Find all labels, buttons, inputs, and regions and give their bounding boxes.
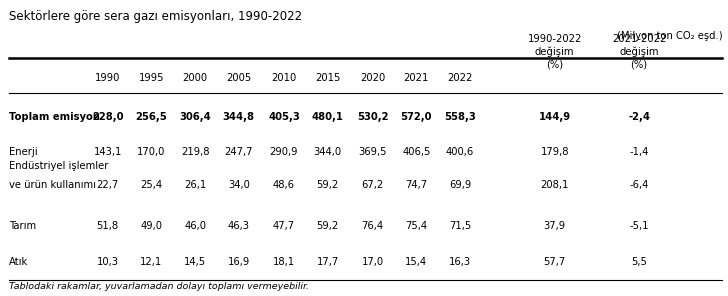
Text: 5,5: 5,5	[631, 257, 647, 267]
Text: Sektörlere göre sera gazı emisyonları, 1990-2022: Sektörlere göre sera gazı emisyonları, 1…	[9, 10, 302, 23]
Text: 22,7: 22,7	[97, 180, 119, 190]
Text: 406,5: 406,5	[403, 147, 430, 157]
Text: 306,4: 306,4	[179, 112, 211, 122]
Text: 2020: 2020	[360, 73, 385, 83]
Text: -6,4: -6,4	[630, 180, 649, 190]
Text: 2015: 2015	[315, 73, 340, 83]
Text: 67,2: 67,2	[362, 180, 384, 190]
Text: 48,6: 48,6	[273, 180, 295, 190]
Text: 26,1: 26,1	[184, 180, 206, 190]
Text: 369,5: 369,5	[358, 147, 387, 157]
Text: 405,3: 405,3	[268, 112, 300, 122]
Text: 57,7: 57,7	[544, 257, 566, 267]
Text: -1,4: -1,4	[630, 147, 649, 157]
Text: 1990: 1990	[95, 73, 120, 83]
Text: -5,1: -5,1	[630, 221, 649, 231]
Text: 2022: 2022	[448, 73, 472, 83]
Text: Endüstriyel işlemler: Endüstriyel işlemler	[9, 161, 108, 171]
Text: 2000: 2000	[183, 73, 207, 83]
Text: 12,1: 12,1	[141, 257, 162, 267]
Text: 17,0: 17,0	[362, 257, 384, 267]
Text: ve ürün kullanımı: ve ürün kullanımı	[9, 180, 96, 190]
Text: 344,0: 344,0	[314, 147, 341, 157]
Text: 16,3: 16,3	[449, 257, 471, 267]
Text: Toplam emisyon: Toplam emisyon	[9, 112, 100, 122]
Text: 256,5: 256,5	[135, 112, 167, 122]
Text: Atık: Atık	[9, 257, 28, 267]
Text: 530,2: 530,2	[357, 112, 389, 122]
Text: 1990-2022
değişim
(%): 1990-2022 değişim (%)	[528, 34, 582, 70]
Text: 143,1: 143,1	[94, 147, 122, 157]
Text: 51,8: 51,8	[97, 221, 119, 231]
Text: 170,0: 170,0	[138, 147, 165, 157]
Text: 1995: 1995	[138, 73, 165, 83]
Text: 46,0: 46,0	[184, 221, 206, 231]
Text: 18,1: 18,1	[273, 257, 295, 267]
Text: 74,7: 74,7	[405, 180, 427, 190]
Text: 179,8: 179,8	[540, 147, 569, 157]
Text: (Milyon ton CO₂ eşd.): (Milyon ton CO₂ eşd.)	[617, 31, 722, 41]
Text: 344,8: 344,8	[223, 112, 255, 122]
Text: 290,9: 290,9	[269, 147, 298, 157]
Text: 2021: 2021	[404, 73, 429, 83]
Text: 15,4: 15,4	[405, 257, 427, 267]
Text: 480,1: 480,1	[312, 112, 344, 122]
Text: 47,7: 47,7	[273, 221, 295, 231]
Text: 400,6: 400,6	[446, 147, 474, 157]
Text: 17,7: 17,7	[317, 257, 339, 267]
Text: 2005: 2005	[226, 73, 251, 83]
Text: 69,9: 69,9	[449, 180, 471, 190]
Text: 2010: 2010	[272, 73, 296, 83]
Text: 59,2: 59,2	[317, 221, 339, 231]
Text: 2021-2022
değişim
(%): 2021-2022 değişim (%)	[612, 34, 666, 70]
Text: 14,5: 14,5	[184, 257, 206, 267]
Text: 219,8: 219,8	[181, 147, 210, 157]
Text: Tarım: Tarım	[9, 221, 36, 231]
Text: 16,9: 16,9	[228, 257, 250, 267]
Text: -2,4: -2,4	[628, 112, 650, 122]
Text: Tablodaki rakamlar, yuvarlamadan dolayı toplamı vermeyebilir.: Tablodaki rakamlar, yuvarlamadan dolayı …	[9, 282, 309, 291]
Text: 25,4: 25,4	[141, 180, 162, 190]
Text: 10,3: 10,3	[97, 257, 119, 267]
Text: 76,4: 76,4	[362, 221, 384, 231]
Text: 49,0: 49,0	[141, 221, 162, 231]
Text: 59,2: 59,2	[317, 180, 339, 190]
Text: Enerji: Enerji	[9, 147, 37, 157]
Text: 558,3: 558,3	[444, 112, 476, 122]
Text: 34,0: 34,0	[228, 180, 250, 190]
Text: 71,5: 71,5	[449, 221, 471, 231]
Text: 228,0: 228,0	[92, 112, 124, 122]
Text: 75,4: 75,4	[405, 221, 427, 231]
Text: 144,9: 144,9	[539, 112, 571, 122]
Text: 37,9: 37,9	[544, 221, 566, 231]
Text: 247,7: 247,7	[224, 147, 253, 157]
Text: 208,1: 208,1	[541, 180, 569, 190]
Text: 572,0: 572,0	[400, 112, 432, 122]
Text: 46,3: 46,3	[228, 221, 250, 231]
